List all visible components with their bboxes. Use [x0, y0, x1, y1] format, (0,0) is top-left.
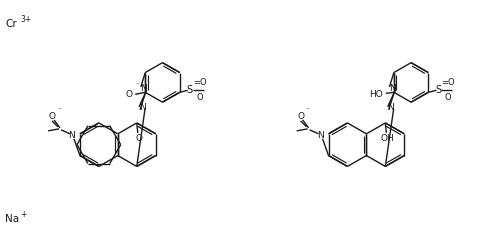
Text: O: O [445, 93, 451, 102]
Text: ⁻: ⁻ [57, 105, 61, 115]
Text: +: + [20, 210, 27, 219]
Text: OH: OH [380, 134, 394, 143]
Text: N: N [317, 131, 324, 140]
Text: O: O [135, 134, 142, 143]
Text: ⁻: ⁻ [306, 105, 310, 115]
Text: =O: =O [193, 78, 206, 87]
Text: 3+: 3+ [20, 15, 32, 24]
Text: N: N [387, 103, 394, 112]
Text: Na: Na [6, 214, 20, 224]
Text: =O: =O [441, 78, 455, 87]
Text: HO: HO [369, 90, 383, 99]
Text: N: N [139, 103, 145, 112]
Text: N: N [389, 84, 396, 93]
Text: O: O [126, 90, 133, 99]
Text: N: N [140, 84, 147, 93]
Text: S: S [186, 85, 193, 95]
Text: N: N [69, 131, 75, 140]
Text: O: O [297, 112, 304, 121]
Text: Cr: Cr [6, 19, 17, 29]
Text: ⁻: ⁻ [135, 80, 139, 89]
Text: O: O [196, 93, 203, 102]
Text: S: S [435, 85, 441, 95]
Text: ⁻: ⁻ [147, 126, 151, 135]
Text: O: O [49, 112, 56, 121]
